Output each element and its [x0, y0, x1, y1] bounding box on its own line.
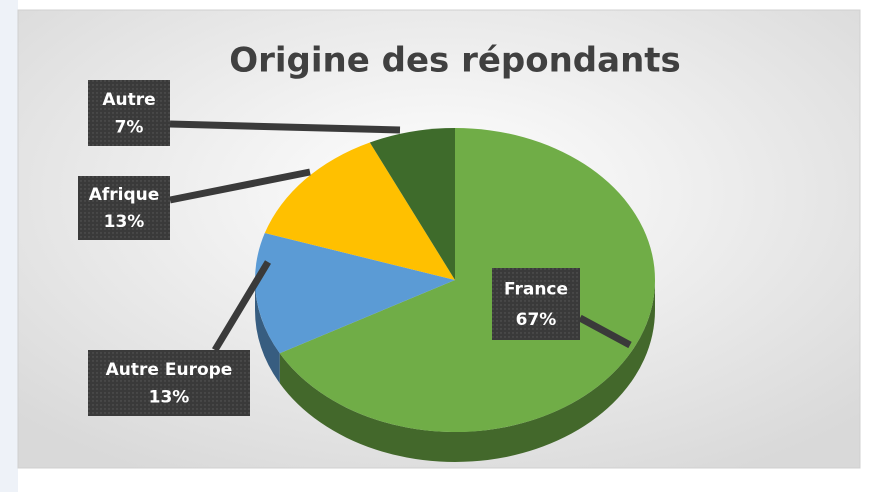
label-category: France	[504, 280, 568, 300]
pie-slice	[255, 233, 455, 354]
leader-line	[578, 314, 632, 349]
label-value: 7%	[115, 118, 144, 138]
label-box	[78, 176, 170, 240]
label-category: Autre Europe	[106, 360, 233, 380]
label-value: 13%	[104, 212, 145, 232]
label-category: Afrique	[89, 185, 160, 205]
pie-side	[255, 280, 280, 384]
pie-slice	[279, 128, 656, 432]
pie-slice	[264, 142, 455, 280]
pie-side	[279, 280, 655, 462]
pie	[255, 128, 656, 462]
pie-slice	[369, 128, 455, 280]
label-value: 13%	[149, 388, 190, 408]
leader-line	[212, 260, 271, 352]
label-box	[88, 80, 170, 146]
leader-line	[169, 168, 311, 204]
chart-title: Origine des répondants	[229, 41, 681, 81]
label-box	[88, 350, 250, 416]
label-category: Autre	[102, 90, 155, 110]
side-strip	[0, 0, 18, 492]
label-value: 67%	[516, 310, 557, 330]
label-box	[492, 268, 580, 340]
labels: France 67% Autre Europe 13% Afrique 13% Autre 7…	[78, 80, 632, 416]
leader-line	[169, 120, 401, 134]
